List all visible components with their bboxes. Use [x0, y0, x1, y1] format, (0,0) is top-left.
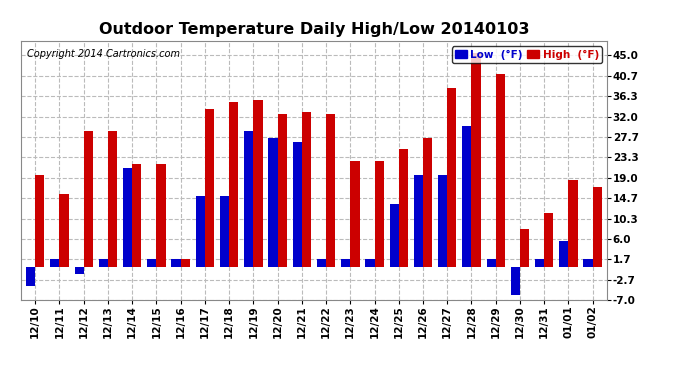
Bar [341, 259, 351, 267]
Bar [99, 259, 108, 267]
Bar [584, 259, 593, 267]
Bar [375, 161, 384, 267]
Bar [181, 259, 190, 267]
Bar [462, 126, 471, 267]
Bar [171, 259, 181, 267]
Bar [390, 204, 399, 267]
Bar [132, 164, 141, 267]
Bar [520, 230, 529, 267]
Bar [326, 114, 335, 267]
Bar [414, 176, 423, 267]
Bar [447, 88, 457, 267]
Bar [35, 176, 44, 267]
Bar [544, 213, 553, 267]
Bar [593, 187, 602, 267]
Bar [229, 102, 238, 267]
Bar [317, 259, 326, 267]
Bar [423, 138, 432, 267]
Bar [486, 259, 495, 267]
Bar [196, 196, 205, 267]
Bar [399, 150, 408, 267]
Bar [123, 168, 132, 267]
Legend: Low  (°F), High  (°F): Low (°F), High (°F) [451, 46, 602, 63]
Bar [268, 138, 277, 267]
Bar [293, 142, 302, 267]
Bar [75, 267, 83, 274]
Title: Outdoor Temperature Daily High/Low 20140103: Outdoor Temperature Daily High/Low 20140… [99, 22, 529, 37]
Bar [365, 259, 375, 267]
Bar [253, 100, 263, 267]
Bar [50, 259, 59, 267]
Bar [26, 267, 35, 286]
Bar [157, 164, 166, 267]
Bar [471, 53, 481, 267]
Bar [108, 130, 117, 267]
Bar [351, 161, 359, 267]
Bar [83, 130, 93, 267]
Bar [569, 180, 578, 267]
Bar [438, 176, 447, 267]
Bar [220, 196, 229, 267]
Bar [205, 110, 214, 267]
Bar [244, 130, 253, 267]
Bar [535, 259, 544, 267]
Text: Copyright 2014 Cartronics.com: Copyright 2014 Cartronics.com [26, 49, 179, 59]
Bar [59, 194, 69, 267]
Bar [302, 112, 311, 267]
Bar [147, 259, 157, 267]
Bar [559, 241, 569, 267]
Bar [495, 74, 505, 267]
Bar [511, 267, 520, 295]
Bar [277, 114, 287, 267]
